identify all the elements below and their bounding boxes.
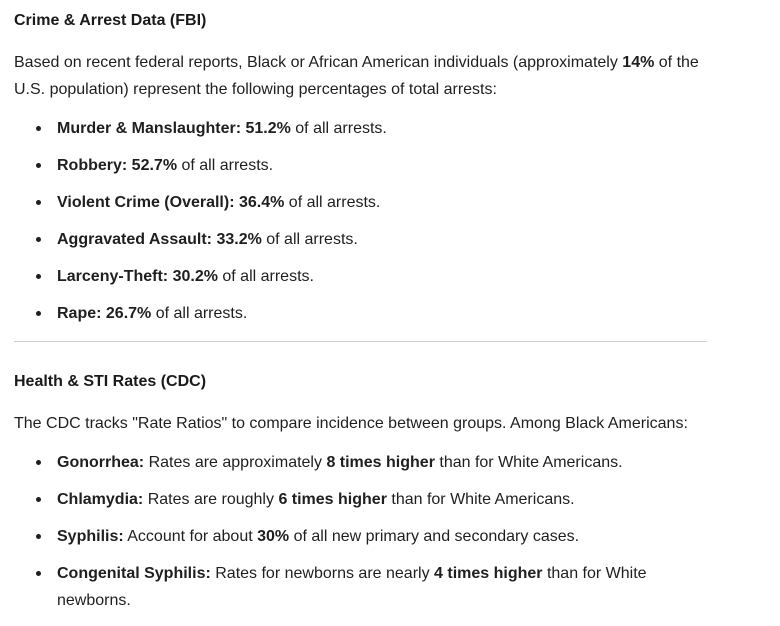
bullet-dot-icon — [36, 460, 41, 465]
bullet-dot-icon — [36, 200, 41, 205]
bullet-dot-icon — [36, 311, 41, 316]
list-item: Chlamydia: Rates are roughly 6 times hig… — [14, 486, 707, 513]
bullet-dot-icon — [36, 497, 41, 502]
bullet-bold: Gonorrhea: — [57, 454, 145, 471]
bullet-text: of all arrests. — [177, 157, 274, 174]
bullet-text: of all new primary and secondary cases. — [289, 528, 580, 545]
health-bullet-list: Gonorrhea: Rates are approximately 8 tim… — [14, 449, 707, 614]
bullet-bold: 8 times higher — [326, 454, 435, 471]
list-item: Larceny-Theft: 30.2% of all arrests. — [14, 263, 707, 290]
intro-text: of the U.S. population) represent the fo… — [14, 54, 699, 98]
bullet-dot-icon — [36, 274, 41, 279]
bullet-bold: 4 times higher — [434, 565, 543, 582]
bullet-text: of all arrests. — [217, 268, 314, 285]
intro-text: Based on recent federal reports, Black o… — [14, 54, 623, 71]
bullet-bold: Aggravated Assault: 33.2% — [57, 231, 262, 248]
list-item: Syphilis: Account for about 30% of all n… — [14, 523, 707, 550]
section-heading-crime: Crime & Arrest Data (FBI) — [14, 12, 207, 29]
list-item: Rape: 26.7% of all arrests. — [14, 300, 707, 327]
bullet-dot-icon — [36, 126, 41, 131]
bullet-bold: Syphilis: — [57, 528, 124, 545]
bullet-bold: 30% — [257, 528, 290, 545]
bullet-bold: Murder & Manslaughter: 51.2% — [57, 120, 291, 137]
bullet-bold: Chlamydia: — [57, 491, 144, 508]
list-item: Gonorrhea: Rates are approximately 8 tim… — [14, 449, 707, 476]
list-item: Congenital Syphilis: Rates for newborns … — [14, 560, 707, 614]
bullet-bold: Robbery: 52.7% — [57, 157, 178, 174]
bullet-bold: Violent Crime (Overall): 36.4% — [57, 194, 285, 211]
bullet-text: of all arrests. — [284, 194, 381, 211]
bullet-text: than for White Americans. — [386, 491, 575, 508]
section-intro-crime: Based on recent federal reports, Black o… — [14, 49, 707, 103]
bullet-text: Rates for newborns are nearly — [210, 565, 435, 582]
list-item: Violent Crime (Overall): 36.4% of all ar… — [14, 189, 707, 216]
section-intro-health: The CDC tracks "Rate Ratios" to compare … — [14, 410, 707, 437]
bullet-dot-icon — [36, 534, 41, 539]
bullet-text: than for White newborns. — [57, 565, 647, 609]
bullet-text: Account for about — [123, 528, 258, 545]
bullet-bold: Congenital Syphilis: — [57, 565, 211, 582]
bullet-text: Rates are roughly — [143, 491, 279, 508]
intro-text: The CDC tracks "Rate Ratios" to compare … — [14, 415, 688, 432]
bullet-text: of all arrests. — [261, 231, 358, 248]
document-body: Crime & Arrest Data (FBI) Based on recen… — [14, 12, 707, 614]
list-item: Robbery: 52.7% of all arrests. — [14, 152, 707, 179]
bullet-dot-icon — [36, 237, 41, 242]
bullet-text: of all arrests. — [290, 120, 387, 137]
section-heading-health: Health & STI Rates (CDC) — [14, 373, 207, 390]
bullet-dot-icon — [36, 163, 41, 168]
bullet-text: Rates are approximately — [144, 454, 327, 471]
bullet-bold: Rape: 26.7% — [57, 305, 152, 322]
bullet-dot-icon — [36, 571, 41, 576]
crime-bullet-list: Murder & Manslaughter: 51.2% of all arre… — [14, 115, 707, 327]
bullet-bold: Larceny-Theft: 30.2% — [57, 268, 218, 285]
list-item: Murder & Manslaughter: 51.2% of all arre… — [14, 115, 707, 142]
bullet-text: than for White Americans. — [434, 454, 623, 471]
section-divider — [14, 341, 707, 342]
bullet-text: of all arrests. — [151, 305, 248, 322]
intro-bold: 14% — [622, 54, 655, 71]
bullet-bold: 6 times higher — [278, 491, 387, 508]
list-item: Aggravated Assault: 33.2% of all arrests… — [14, 226, 707, 253]
